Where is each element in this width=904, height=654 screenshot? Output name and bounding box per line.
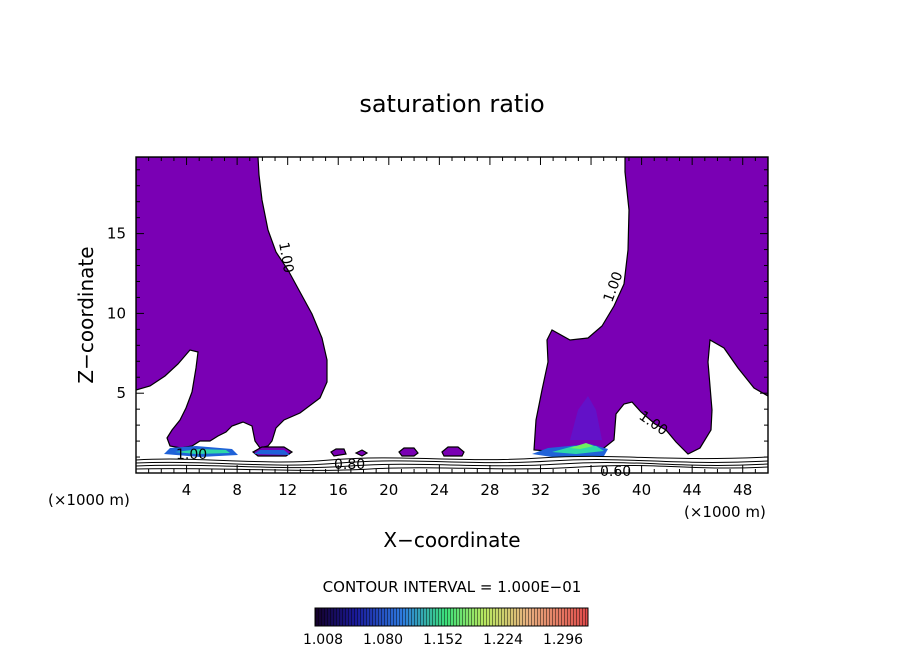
y-axis-title: Z−coordinate (74, 246, 98, 383)
y-tick-label: 15 (107, 225, 126, 243)
x-axis-ticks: 4 8 12 16 20 24 28 32 36 40 44 48 (148, 157, 756, 499)
band-right-green (570, 443, 594, 449)
fill-blob-1 (441, 446, 465, 457)
x-tick-label: 12 (278, 481, 297, 499)
colorbar-label: 1.296 (543, 632, 583, 648)
colorbar (314, 607, 589, 627)
y-tick-label: 10 (107, 304, 126, 322)
x-tick-label: 8 (232, 481, 242, 499)
x-tick-label: 24 (430, 481, 449, 499)
band-right-teal (552, 446, 604, 454)
contour-interval-text: CONTOUR INTERVAL = 1.000E−01 (323, 578, 582, 596)
fill-region-left (136, 157, 328, 449)
contour-label: 0.80 (334, 457, 365, 473)
x-tick-label: 48 (733, 481, 752, 499)
colorbar-label: 1.008 (303, 632, 343, 648)
x-tick-label: 16 (329, 481, 348, 499)
x-tick-label: 4 (182, 481, 192, 499)
band-right-plume (570, 396, 602, 440)
x-tick-label: 20 (379, 481, 398, 499)
x-tick-label: 44 (683, 481, 702, 499)
colorbar-stripes (315, 608, 588, 626)
fill-blob-3 (330, 448, 347, 457)
x-tick-label: 32 (531, 481, 550, 499)
x-tick-label: 40 (632, 481, 651, 499)
x-unit-left: (×1000 m) (48, 491, 130, 509)
contour-label: 0.60 (600, 464, 631, 480)
x-unit-right: (×1000 m) (684, 503, 766, 521)
fill-blob-4 (354, 449, 369, 457)
colorbar-label: 1.080 (363, 632, 403, 648)
x-tick-label: 28 (480, 481, 499, 499)
contour-label: 1.00 (176, 447, 207, 463)
colorbar-frame (314, 607, 589, 627)
x-tick-label: 36 (581, 481, 600, 499)
x-axis-title: X−coordinate (383, 528, 520, 552)
colorbar-labels: 1.008 1.080 1.152 1.224 1.296 (303, 632, 583, 648)
y-axis-ticks: 5 10 15 (107, 169, 768, 458)
band-left-teal (175, 449, 230, 454)
contour-lines-lower (136, 455, 768, 471)
contour-label: 1.00 (275, 241, 296, 274)
y-tick-label: 5 (116, 384, 126, 402)
colorbar-label: 1.152 (423, 632, 463, 648)
contour-fill (136, 157, 768, 457)
band-mid-blue (254, 450, 290, 455)
chart-title: saturation ratio (359, 90, 544, 118)
contour-bands (164, 396, 608, 457)
fill-region-right (533, 157, 768, 455)
colorbar-label: 1.224 (483, 632, 523, 648)
fill-blob-2 (398, 447, 419, 457)
